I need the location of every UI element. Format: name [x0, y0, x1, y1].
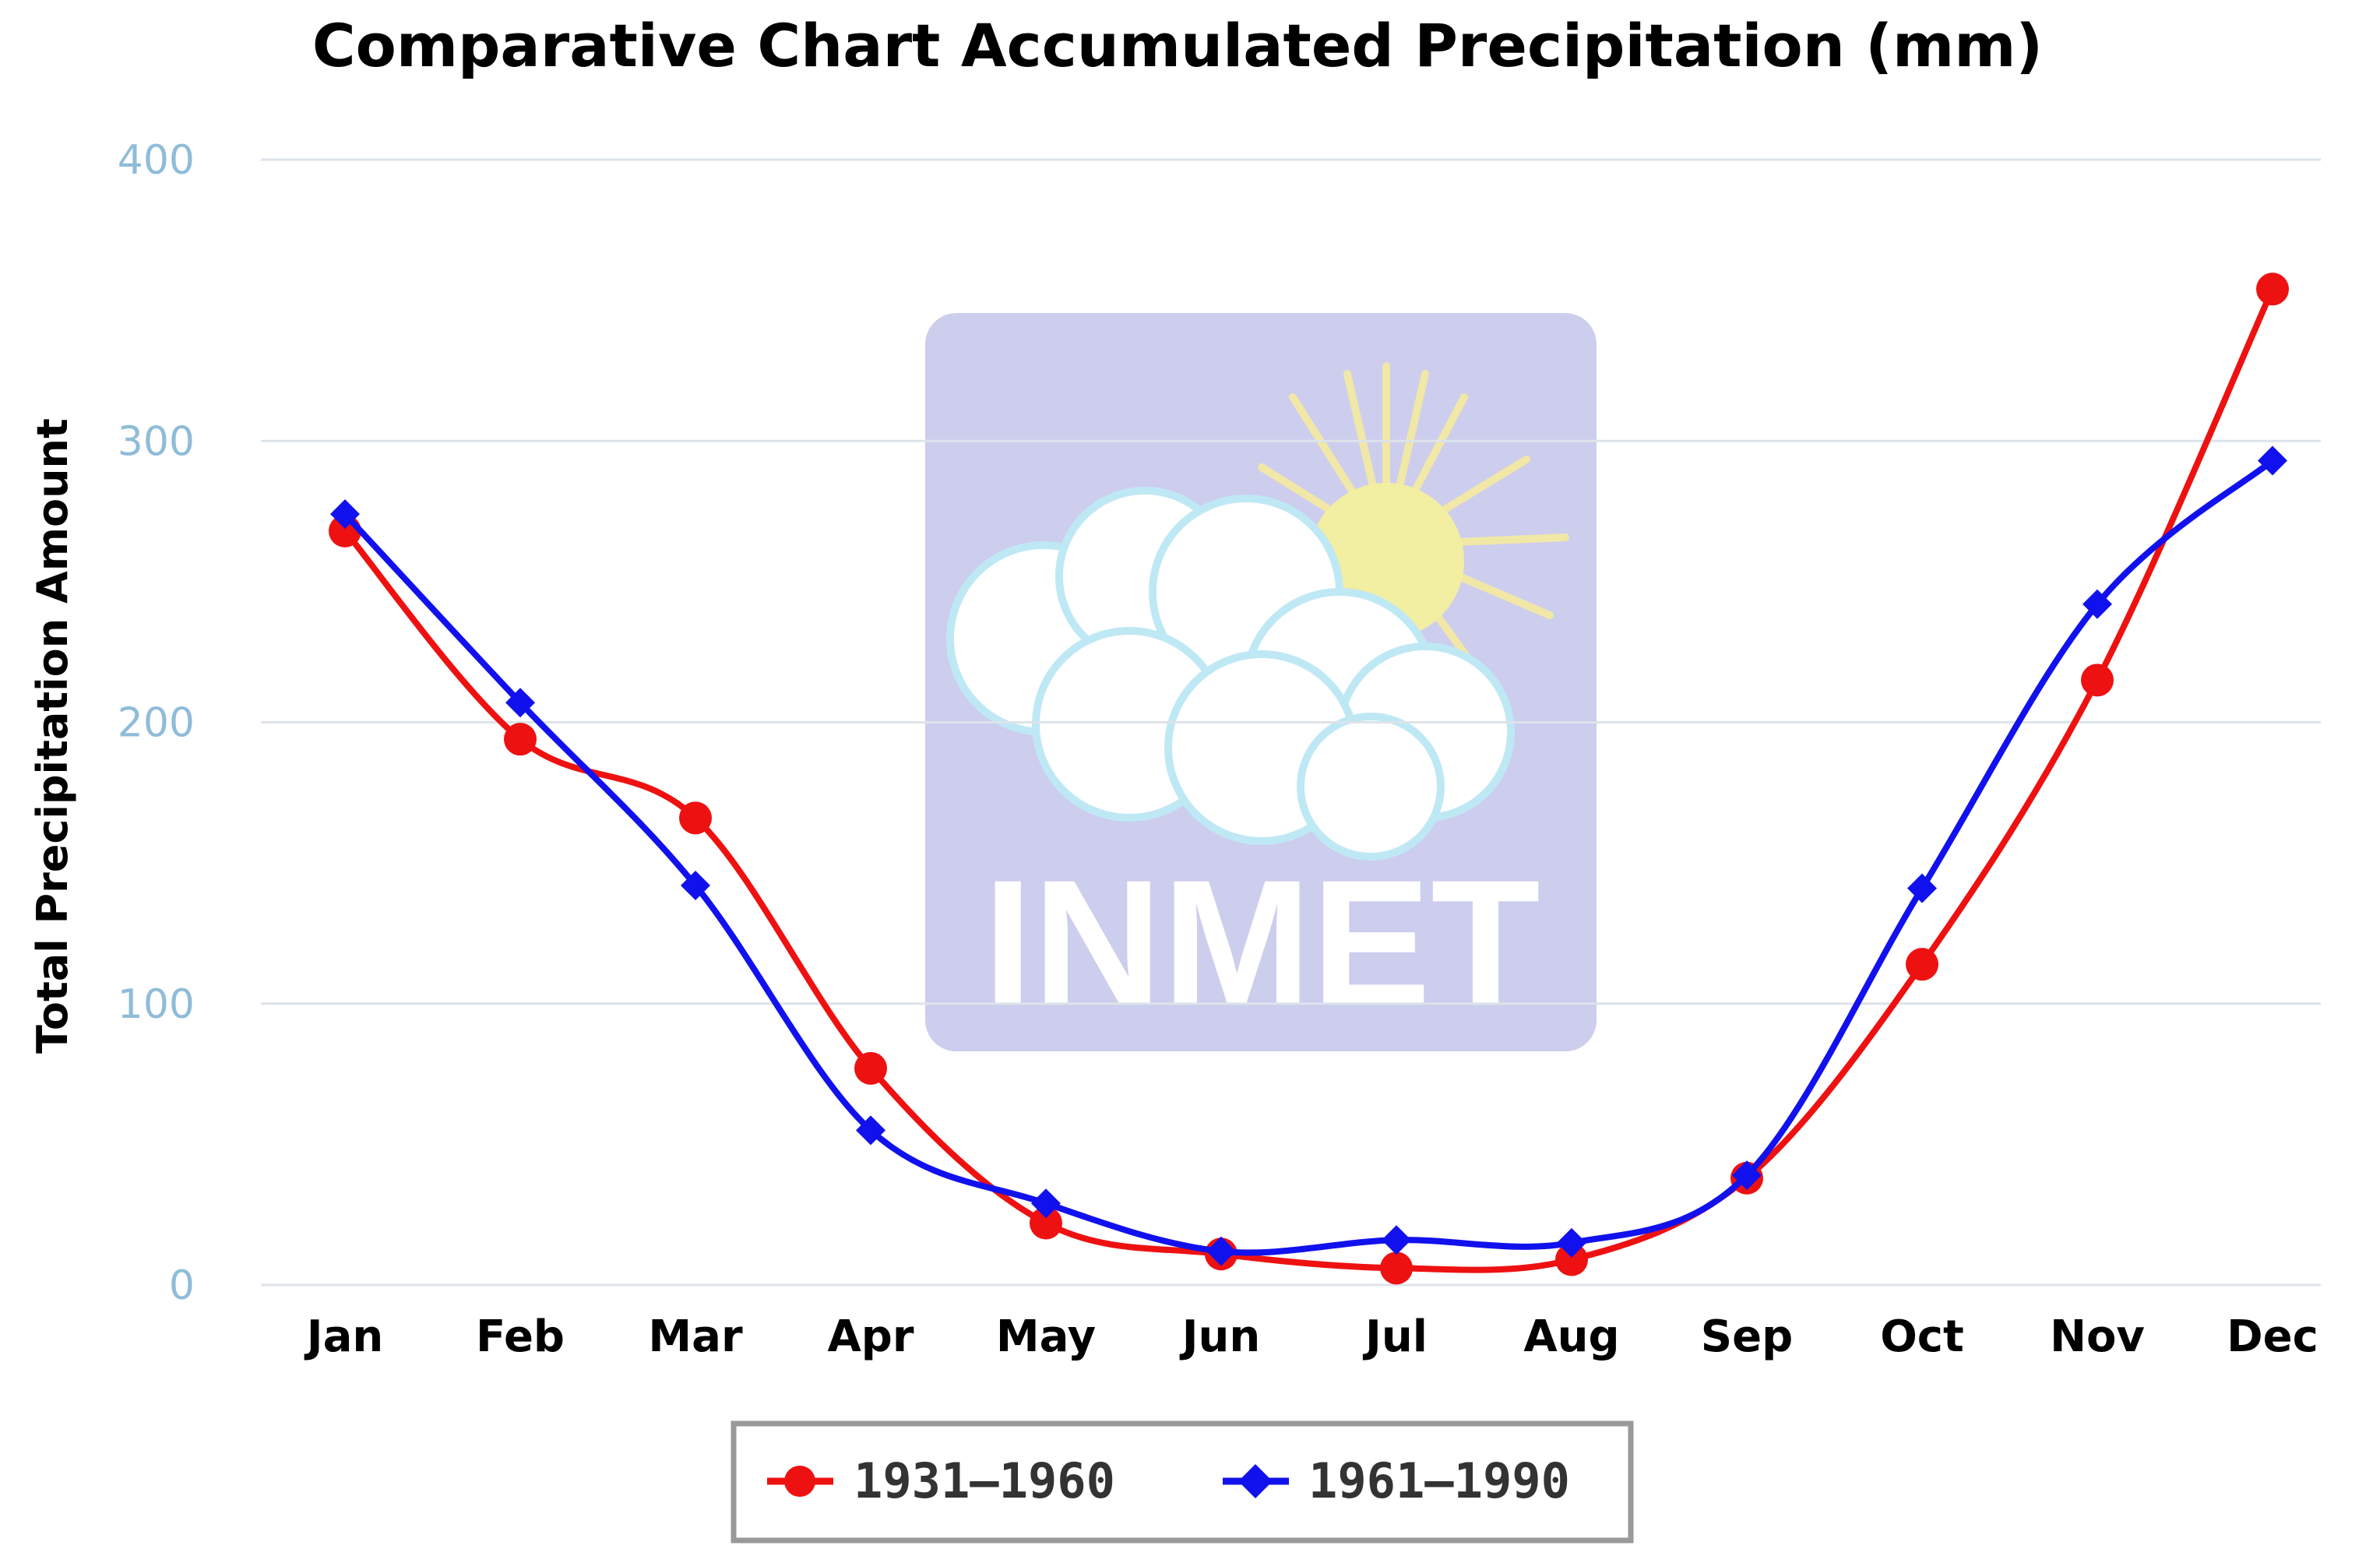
- y-tick-label-200: 200: [118, 700, 195, 747]
- x-tick-label-jun: Jun: [1179, 1311, 1261, 1362]
- data-point-1961-1990-sep[interactable]: [1732, 1160, 1762, 1191]
- x-tick-label-mar: Mar: [648, 1311, 743, 1362]
- chart-title: Comparative Chart Accumulated Precipitat…: [312, 11, 2043, 80]
- data-point-1961-1990-feb[interactable]: [505, 688, 535, 718]
- grid-lines: [261, 158, 2321, 1287]
- series-1931-1960: [329, 273, 2289, 1285]
- data-point-1961-1990-may[interactable]: [1031, 1188, 1061, 1219]
- data-point-1961-1990-apr[interactable]: [856, 1115, 885, 1146]
- series-1961-1990: [330, 445, 2287, 1266]
- inmet-watermark-logo: INMET: [925, 313, 1597, 1051]
- data-point-1931-1960-apr[interactable]: [854, 1051, 887, 1085]
- x-tick-label-dec: Dec: [2227, 1311, 2318, 1362]
- data-point-1931-1960-dec[interactable]: [2256, 273, 2289, 306]
- x-tick-label-jul: Jul: [1362, 1311, 1428, 1362]
- cloud-icon: [946, 487, 1515, 861]
- x-tick-label-sep: Sep: [1701, 1311, 1793, 1362]
- y-tick-label-100: 100: [118, 981, 195, 1028]
- series-line-1961-1990: [342, 457, 2276, 1256]
- x-tick-label-oct: Oct: [1880, 1311, 1964, 1362]
- x-tick-label-nov: Nov: [2050, 1311, 2145, 1362]
- y-tick-label-300: 300: [118, 418, 195, 465]
- watermark-text: INMET: [983, 843, 1540, 1043]
- legend-label-1931-1960: 1931–1960: [854, 1452, 1115, 1509]
- x-axis-ticks: Jan Feb Mar Apr May Jun Jul Aug Sep Oct Nov Dec: [304, 1311, 2318, 1362]
- legend-marker-circle-icon: [784, 1466, 815, 1497]
- data-point-1961-1990-jan[interactable]: [330, 499, 360, 530]
- data-point-1931-1960-jul[interactable]: [1380, 1251, 1413, 1285]
- data-point-1931-1960-oct[interactable]: [1906, 948, 1938, 981]
- x-tick-label-apr: Apr: [827, 1311, 914, 1362]
- y-tick-label-400: 400: [118, 137, 195, 184]
- legend-item-1961-1990[interactable]: 1961–1990: [1223, 1452, 1570, 1509]
- data-point-1931-1960-mar[interactable]: [679, 801, 712, 835]
- legend-marker-diamond-icon: [1238, 1464, 1273, 1498]
- x-tick-label-jan: Jan: [304, 1311, 384, 1362]
- y-axis-label: Total Precipitation Amount: [28, 418, 77, 1054]
- data-point-1961-1990-oct[interactable]: [1907, 873, 1937, 903]
- legend-box: [731, 1420, 1634, 1544]
- data-point-1961-1990-aug[interactable]: [1557, 1227, 1586, 1258]
- data-point-1961-1990-jun[interactable]: [1206, 1236, 1236, 1266]
- data-point-1961-1990-nov[interactable]: [2082, 589, 2112, 619]
- x-tick-label-feb: Feb: [476, 1311, 565, 1362]
- x-tick-label-aug: Aug: [1523, 1311, 1619, 1362]
- x-tick-label-may: May: [996, 1311, 1096, 1362]
- y-axis-ticks: 0 100 200 300 400: [118, 137, 195, 1309]
- data-point-1961-1990-dec[interactable]: [2258, 445, 2287, 476]
- data-point-1931-1960-aug[interactable]: [1555, 1243, 1588, 1276]
- data-point-1931-1960-nov[interactable]: [2081, 664, 2114, 697]
- legend-item-1931-1960[interactable]: 1931–1960: [767, 1452, 1115, 1509]
- data-point-1961-1990-jul[interactable]: [1382, 1225, 1411, 1255]
- series-line-1931-1960: [342, 286, 2276, 1273]
- data-point-1931-1960-may[interactable]: [1030, 1206, 1062, 1240]
- legend-label-1961-1990: 1961–1990: [1308, 1452, 1570, 1509]
- data-point-1961-1990-mar[interactable]: [681, 871, 710, 901]
- series-layer: [329, 273, 2289, 1285]
- legend: 1931–1960 1961–1990: [731, 1420, 1634, 1544]
- y-tick-label-0: 0: [169, 1262, 195, 1309]
- data-point-1931-1960-feb[interactable]: [504, 723, 537, 756]
